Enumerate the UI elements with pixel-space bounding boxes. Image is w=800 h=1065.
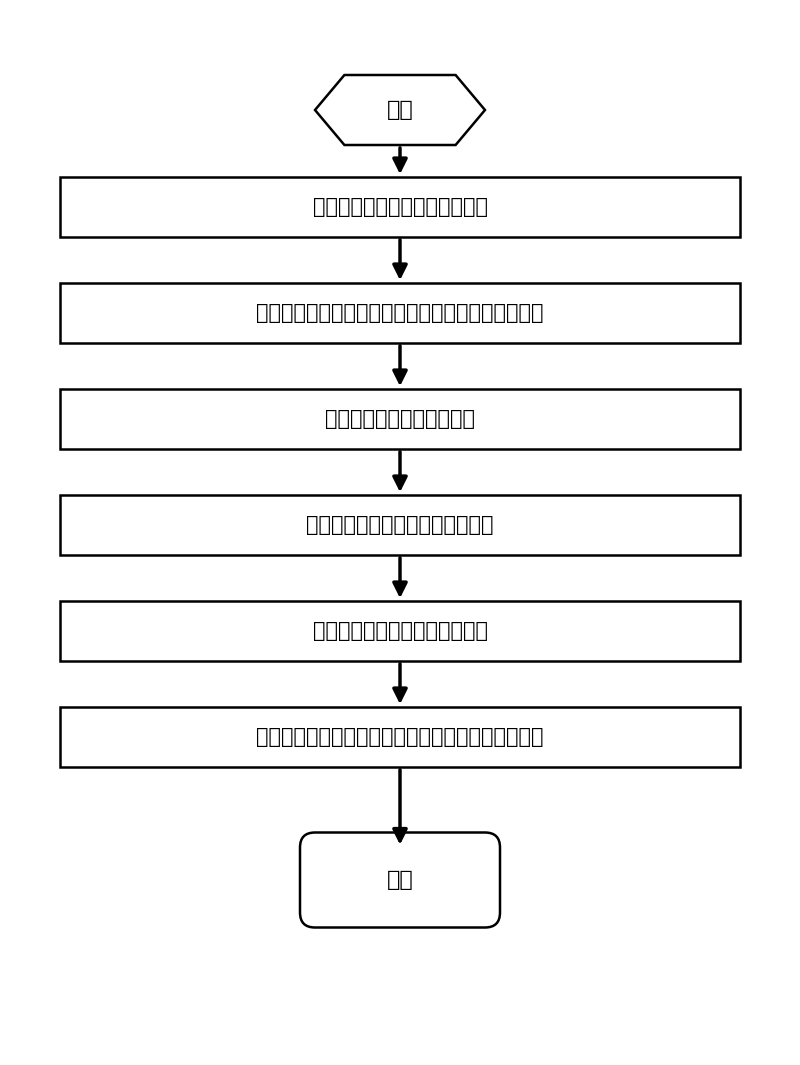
Text: 结束: 结束 [386,870,414,890]
Polygon shape [315,75,485,145]
Text: 获取接收通道不平衡度的估计値: 获取接收通道不平衡度的估计値 [313,621,487,641]
Bar [60,389,740,449]
Bar [60,177,740,237]
Bar [60,601,740,661]
Bar [60,283,740,343]
Text: 获取发射通道不平衡度的估计値: 获取发射通道不平衡度的估计値 [313,197,487,217]
Text: 开始: 开始 [386,100,414,120]
Text: 获取无模糊的法拉第旋转角估计値: 获取无模糊的法拉第旋转角估计値 [306,515,494,535]
FancyBboxPatch shape [300,833,500,928]
Bar [60,707,740,767]
Text: 获取水平发射垂直接收分量的通道串扰系数的估计値: 获取水平发射垂直接收分量的通道串扰系数的估计値 [256,727,544,747]
Text: 获取垂直发射水平接收分量的通道串扰系数的估计値: 获取垂直发射水平接收分量的通道串扰系数的估计値 [256,304,544,323]
Bar [60,495,740,555]
Text: 获取法拉第旋转角的估计値: 获取法拉第旋转角的估计値 [325,409,475,429]
